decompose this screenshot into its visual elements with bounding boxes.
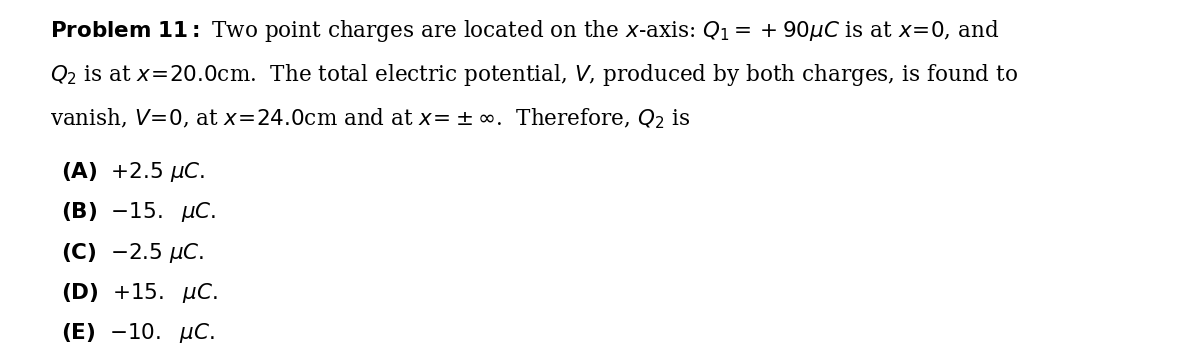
- Text: $Q_2$ is at $x\!=\!20.0$cm.  The total electric potential, $V$, produced by both: $Q_2$ is at $x\!=\!20.0$cm. The total el…: [51, 62, 1018, 88]
- Text: vanish, $V\!=\!0$, at $x\!=\!24.0$cm and at $x\!=\!\pm\infty$.  Therefore, $Q_2$: vanish, $V\!=\!0$, at $x\!=\!24.0$cm and…: [51, 106, 690, 131]
- Text: $\mathbf{(E)}$  $-10.\ \ \mu C.$: $\mathbf{(E)}$ $-10.\ \ \mu C.$: [61, 321, 215, 345]
- Text: $\mathbf{Problem\ 11:}$ Two point charges are located on the $x$-axis: $Q_1 = +9: $\mathbf{Problem\ 11:}$ Two point charge…: [51, 19, 1000, 44]
- Text: $\mathbf{(D)}$  $+15.\ \ \mu C.$: $\mathbf{(D)}$ $+15.\ \ \mu C.$: [61, 281, 217, 305]
- Text: $\mathbf{(A)}$  $+2.5\ \mu C.$: $\mathbf{(A)}$ $+2.5\ \mu C.$: [61, 160, 206, 184]
- Text: $\mathbf{(C)}$  $-2.5\ \mu C.$: $\mathbf{(C)}$ $-2.5\ \mu C.$: [61, 241, 204, 265]
- Text: $\mathbf{(B)}$  $-15.\ \ \mu C.$: $\mathbf{(B)}$ $-15.\ \ \mu C.$: [61, 200, 216, 224]
